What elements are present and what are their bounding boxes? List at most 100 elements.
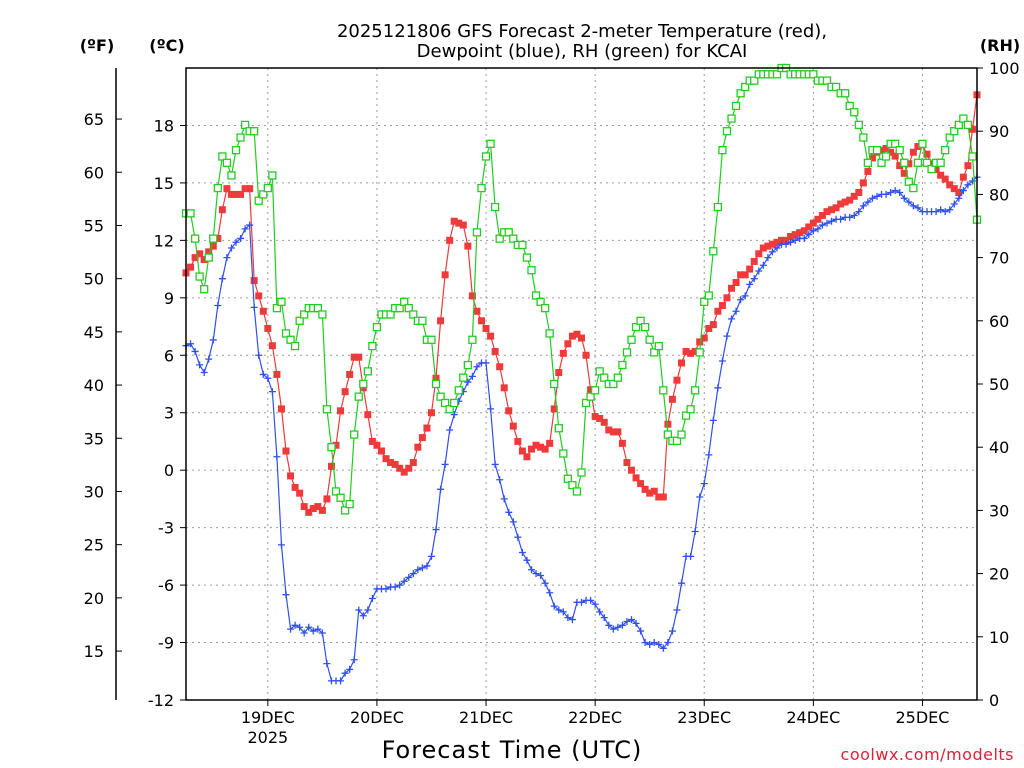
temperature-point — [496, 363, 504, 371]
dewpoint-point — [946, 206, 954, 214]
rh-point — [904, 177, 913, 186]
rh-point — [368, 341, 377, 351]
rh-point — [531, 291, 541, 300]
temperature-point — [841, 198, 849, 206]
credit-link[interactable]: coolwx.com/modelts — [841, 745, 1014, 764]
rh-point — [359, 379, 368, 389]
rh-point — [409, 310, 418, 319]
temperature-point — [205, 248, 213, 256]
temperature-point — [723, 294, 731, 302]
rh-point — [704, 291, 713, 300]
celsius-tick-label: 3 — [164, 404, 174, 423]
dewpoint-point — [605, 621, 613, 629]
temperature-point — [487, 332, 495, 340]
temperature-point — [191, 254, 199, 262]
dewpoint-point — [618, 621, 626, 629]
temperature-point — [477, 317, 485, 325]
celsius-tick-label: 15 — [154, 174, 174, 193]
temperature-point — [968, 125, 976, 133]
temperature-point — [300, 503, 308, 511]
temperature-point — [737, 271, 745, 279]
dewpoint-point — [227, 244, 235, 252]
dewpoint-point — [746, 280, 754, 288]
fahrenheit-tick-label: 20 — [84, 589, 104, 608]
rh-point — [436, 392, 445, 401]
dewpoint-point — [405, 573, 413, 581]
rh-point — [354, 392, 363, 401]
temperature-point — [450, 217, 458, 225]
dewpoint-point — [628, 616, 636, 624]
dewpoint-point — [318, 629, 326, 637]
rh-point — [595, 367, 604, 376]
dewpoint-point — [214, 301, 222, 309]
temperature-point — [446, 236, 454, 244]
rh-point — [363, 367, 372, 376]
temperature-point — [796, 229, 804, 237]
temperature-point — [728, 284, 736, 292]
rh-point — [427, 335, 436, 344]
rh-point — [695, 348, 704, 357]
dewpoint-point — [873, 192, 881, 200]
dewpoint-point — [518, 549, 526, 557]
plot-frame — [185, 67, 978, 701]
rh-point — [540, 304, 550, 313]
dewpoint-point — [491, 460, 499, 468]
temperature-point — [473, 307, 481, 315]
temperature-point — [628, 466, 636, 474]
dewpoint-point — [255, 351, 263, 359]
dewpoint-point — [828, 217, 836, 225]
dewpoint-point — [273, 453, 281, 461]
temperature-point — [396, 464, 404, 472]
temperature-point — [714, 307, 722, 315]
dewpoint-point — [709, 416, 717, 424]
dewpoint-point — [773, 244, 781, 252]
temperature-point — [291, 483, 299, 491]
rh-point — [577, 468, 586, 477]
temperature-point — [768, 240, 776, 248]
dewpoint-point — [218, 275, 226, 283]
temperature-point — [309, 504, 317, 512]
rh-point — [954, 120, 963, 130]
temperature-point — [832, 204, 840, 212]
rh-point — [463, 360, 473, 370]
temperature-point — [482, 324, 490, 332]
rh-point — [936, 158, 945, 167]
dewpoint-point — [527, 566, 535, 574]
temperature-point — [859, 179, 867, 187]
dewpoint-point — [891, 187, 899, 195]
dewpoint-point — [446, 426, 454, 434]
rh-point — [631, 322, 641, 332]
temperature-point — [564, 340, 572, 348]
dewpoint-point — [391, 583, 399, 591]
dewpoint-point — [537, 572, 545, 580]
temperature-point — [273, 370, 281, 378]
dewpoint-point — [741, 292, 749, 300]
dewpoint-point — [341, 669, 349, 677]
rh-point — [431, 379, 441, 389]
temperature-point — [341, 388, 349, 396]
temperature-point — [418, 434, 426, 442]
rh-tick-label: 100 — [989, 59, 1020, 78]
dewpoint-point — [764, 254, 772, 262]
rh-point — [900, 158, 909, 167]
dewpoint-point — [696, 493, 704, 501]
temperature-point — [678, 359, 686, 367]
temperature-point — [909, 148, 917, 156]
temperature-point — [650, 487, 658, 495]
rh-point — [672, 436, 682, 446]
rh-point — [568, 480, 577, 490]
dewpoint-point — [514, 533, 522, 541]
rh-point — [281, 329, 291, 338]
rh-point — [713, 202, 723, 212]
temperature-point — [687, 349, 695, 357]
rh-point — [854, 120, 863, 130]
rh-point — [741, 82, 750, 92]
temperature-point — [427, 409, 435, 417]
x-tick-sublabel: 2025 — [247, 728, 288, 747]
temperature-point — [932, 166, 940, 174]
dewpoint-point — [259, 370, 267, 378]
rh-point — [227, 171, 236, 180]
rh-point — [477, 183, 486, 193]
temperature-point — [537, 443, 545, 451]
rh-point — [186, 209, 195, 218]
